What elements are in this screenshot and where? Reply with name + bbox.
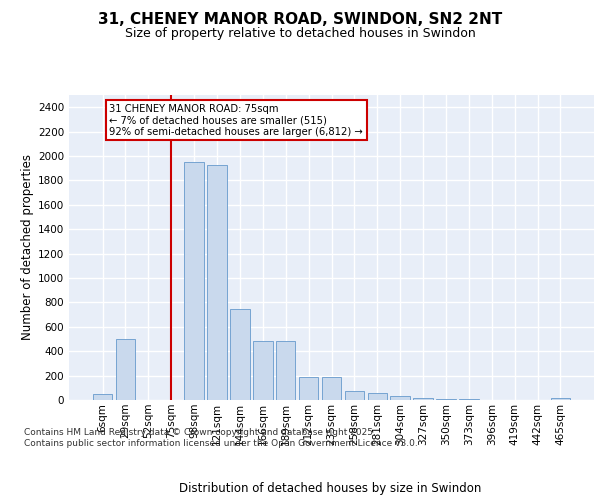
Bar	[93, 394, 112, 400]
Bar	[551, 398, 570, 400]
Bar	[230, 308, 250, 400]
Text: Contains HM Land Registry data © Crown copyright and database right 2025.
Contai: Contains HM Land Registry data © Crown c…	[24, 428, 418, 448]
Bar	[322, 378, 341, 400]
Text: 31, CHENEY MANOR ROAD, SWINDON, SN2 2NT: 31, CHENEY MANOR ROAD, SWINDON, SN2 2NT	[98, 12, 502, 28]
Bar	[391, 396, 410, 400]
Bar	[436, 399, 455, 400]
Y-axis label: Number of detached properties: Number of detached properties	[21, 154, 34, 340]
Text: Size of property relative to detached houses in Swindon: Size of property relative to detached ho…	[125, 28, 475, 40]
Bar	[413, 398, 433, 400]
Bar	[184, 162, 204, 400]
Bar	[116, 339, 135, 400]
Bar	[208, 164, 227, 400]
Bar	[344, 392, 364, 400]
Bar	[276, 342, 295, 400]
Bar	[368, 394, 387, 400]
Text: Distribution of detached houses by size in Swindon: Distribution of detached houses by size …	[179, 482, 481, 495]
Bar	[299, 377, 319, 400]
Bar	[253, 342, 272, 400]
Text: 31 CHENEY MANOR ROAD: 75sqm
← 7% of detached houses are smaller (515)
92% of sem: 31 CHENEY MANOR ROAD: 75sqm ← 7% of deta…	[109, 104, 363, 136]
